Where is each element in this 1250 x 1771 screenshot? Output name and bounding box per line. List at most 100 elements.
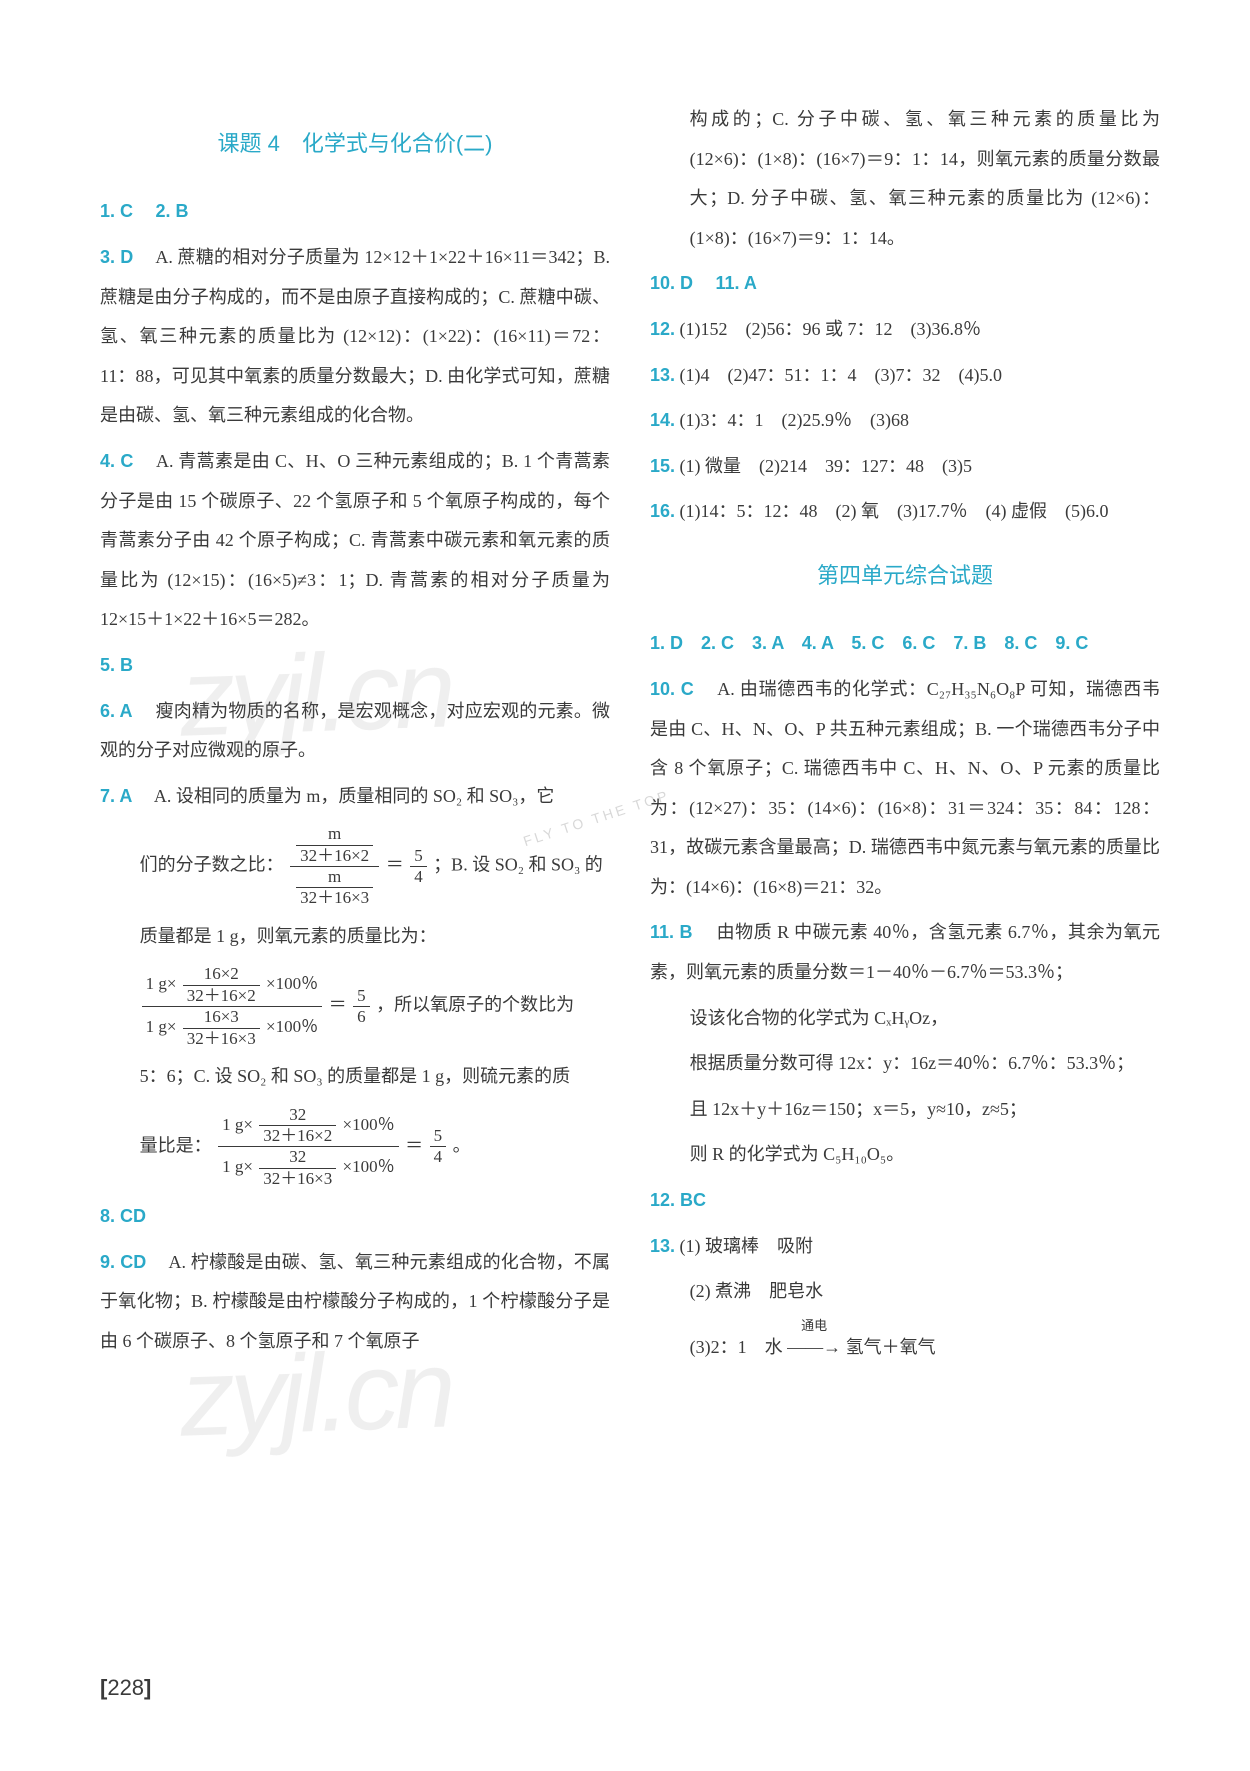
q13b-3-suffix: 氢气＋氧气 <box>846 1337 936 1357</box>
q11b-num: 11. B <box>650 922 693 942</box>
r1n: 5 <box>410 846 427 867</box>
q4-body: A. 青蒿素是由 C、H、O 三种元素组成的；B. 1 个青蒿素分子是由 15 … <box>100 451 610 629</box>
q7-frac1-res: 5 4 <box>410 846 427 888</box>
f2bd: 32＋16×3 <box>183 1029 260 1049</box>
q15: 15. (1) 微量 (2)214 39：127：48 (3)5 <box>650 447 1160 487</box>
eq3: ＝ <box>405 1135 423 1155</box>
q1-q2: 1. C 2. B <box>100 192 610 232</box>
q7-frac2-res: 5 6 <box>353 986 370 1028</box>
q15-b: (1) 微量 (2)214 39：127：48 (3)5 <box>680 456 972 476</box>
q1: 1. C <box>100 201 133 221</box>
q14-b: (1)3：4：1 (2)25.9％ (3)68 <box>680 410 909 430</box>
q13b-1: (1) 玻璃棒 吸附 <box>680 1236 814 1256</box>
q10-11: 10. D 11. A <box>650 264 1160 304</box>
q7-math2: 1 g× 16×232＋16×2 ×100％ 1 g× 16×332＋16×3 … <box>140 964 610 1049</box>
r3n: 5 <box>430 1126 447 1147</box>
q11b-l2: 设该化合物的化学式为 CₓHᵧOz， <box>650 999 1160 1039</box>
q2: 2. B <box>156 201 189 221</box>
f2l1: 1 g× <box>146 974 177 993</box>
q7-math3: 量比是： 1 g× 3232＋16×2 ×100％ 1 g× 3232＋16×3… <box>140 1105 610 1190</box>
q11b-l3: 根据质量分数可得 12x：y：16z＝40％：6.7％：53.3％； <box>650 1044 1160 1084</box>
right-column: 构成的；C. 分子中碳、氢、氧三种元素的质量比为 (12×6)：(1×8)：(1… <box>650 100 1160 1373</box>
f3bd: 32＋16×3 <box>259 1169 336 1189</box>
q15-n: 15. <box>650 456 675 476</box>
q7-line2: 质量都是 1 g，则氧元素的质量比为： <box>100 917 610 957</box>
q14: 14. (1)3：4：1 (2)25.9％ (3)68 <box>650 401 1160 441</box>
f3l2: 1 g× <box>222 1157 253 1176</box>
q13b-num: 13. <box>650 1236 675 1256</box>
row1: 1. D 2. C 3. A 4. A 5. C 6. C 7. B 8. C … <box>650 624 1160 664</box>
f2bn: 16×3 <box>183 1007 260 1028</box>
f1d2: 32＋16×3 <box>296 888 373 908</box>
q13-b: (1)4 (2)47：51：1：4 (3)7：32 (4)5.0 <box>680 365 1002 385</box>
q12b: 12. BC <box>650 1181 1160 1221</box>
q10: 10. D <box>650 273 693 293</box>
f3bn: 32 <box>259 1147 336 1168</box>
q7-num: 7. A <box>100 786 132 806</box>
q12: 12. (1)152 (2)56：96 或 7：12 (3)36.8％ <box>650 310 1160 350</box>
q16-b: (1)14：5：12：48 (2) 氧 (3)17.7％ (4) 虚假 (5)6… <box>680 501 1109 521</box>
section-title-1: 课题 4 化学式与化合价(二) <box>100 120 610 168</box>
q12-b: (1)152 (2)56：96 或 7：12 (3)36.8％ <box>680 319 981 339</box>
q11b-l5: 则 R 的化学式为 C₅H₁₀O₅。 <box>650 1135 1160 1175</box>
q9-cont: 构成的；C. 分子中碳、氢、氧三种元素的质量比为 (12×6)：(1×8)：(1… <box>650 100 1160 258</box>
q9-num: 9. CD <box>100 1252 146 1272</box>
row1-text: 1. D 2. C 3. A 4. A 5. C 6. C 7. B 8. C … <box>650 633 1088 653</box>
f1n: m <box>296 824 373 845</box>
q6-num: 6. A <box>100 701 133 721</box>
q8: 8. CD <box>100 1197 610 1237</box>
f3r1: ×100％ <box>343 1114 395 1133</box>
q3-body: A. 蔗糖的相对分子质量为 12×12＋1×22＋16×11＝342；B. 蔗糖… <box>100 247 610 425</box>
q7-frac2-outer: 1 g× 16×232＋16×2 ×100％ 1 g× 16×332＋16×3 … <box>142 964 323 1049</box>
q13b: 13. (1) 玻璃棒 吸附 <box>650 1227 1160 1267</box>
f2r1: ×100％ <box>266 974 318 993</box>
f2l2: 1 g× <box>146 1017 177 1036</box>
q11b-l1: 由物质 R 中碳元素 40％，含氢元素 6.7％，其余为氧元素，则氧元素的质量分… <box>650 922 1160 982</box>
q7: 7. A A. 设相同的质量为 m，质量相同的 SO₂ 和 SO₃，它 <box>100 777 610 817</box>
arrow-electrolysis: ——→ <box>787 1318 841 1368</box>
q14-n: 14. <box>650 410 675 430</box>
q7-frac3-res: 5 4 <box>430 1126 447 1168</box>
q3-num: 3. D <box>100 247 133 267</box>
q5: 5. B <box>100 646 610 686</box>
q9-body: A. 柠檬酸是由碳、氢、氧三种元素组成的化合物，不属于氧化物；B. 柠檬酸是由柠… <box>100 1252 610 1351</box>
q10b: 10. C A. 由瑞德西韦的化学式：C₂₇H₃₅N₆O₈P 可知，瑞德西韦是由… <box>650 670 1160 908</box>
q16-n: 16. <box>650 501 675 521</box>
q7-m2-suffix: ，所以氧原子的个数比为 <box>376 995 574 1015</box>
r2n: 5 <box>353 986 370 1007</box>
q7-intro: A. 设相同的质量为 m，质量相同的 SO₂ 和 SO₃，它 <box>154 786 555 806</box>
q13b-3-prefix: (3)2：1 水 <box>690 1337 783 1357</box>
q10b-num: 10. C <box>650 679 694 699</box>
left-column: 课题 4 化学式与化合价(二) 1. C 2. B 3. D A. 蔗糖的相对分… <box>100 100 610 1373</box>
page-number: [228] <box>100 1675 151 1701</box>
q7-m1-suffix: ；B. 设 SO₂ 和 SO₃ 的 <box>433 855 603 875</box>
q7-m3-suffix: 。 <box>453 1135 471 1155</box>
q4: 4. C A. 青蒿素是由 C、H、O 三种元素组成的；B. 1 个青蒿素分子是… <box>100 442 610 640</box>
q13b-3: (3)2：1 水 ——→ 氢气＋氧气 <box>650 1318 1160 1368</box>
q12-n: 12. <box>650 319 675 339</box>
q12b-num: 12. BC <box>650 1190 706 1210</box>
q5-num: 5. B <box>100 655 133 675</box>
q13-n: 13. <box>650 365 675 385</box>
f1d1: 32＋16×2 <box>296 846 373 866</box>
f3r2: ×100％ <box>343 1157 395 1176</box>
section-title-2: 第四单元综合试题 <box>650 552 1160 600</box>
f3l1: 1 g× <box>222 1114 253 1133</box>
q7-m3-prefix: 量比是： <box>140 1135 212 1155</box>
q10b-body: A. 由瑞德西韦的化学式：C₂₇H₃₅N₆O₈P 可知，瑞德西韦是由 C、H、N… <box>650 679 1160 897</box>
q13b-2: (2) 煮沸 肥皂水 <box>650 1272 1160 1312</box>
q16: 16. (1)14：5：12：48 (2) 氧 (3)17.7％ (4) 虚假 … <box>650 492 1160 532</box>
f3td: 32＋16×2 <box>259 1126 336 1146</box>
q4-num: 4. C <box>100 451 133 471</box>
q13: 13. (1)4 (2)47：51：1：4 (3)7：32 (4)5.0 <box>650 356 1160 396</box>
page-num-val: 228 <box>107 1675 144 1700</box>
q6: 6. A 瘦肉精为物质的名称，是宏观概念，对应宏观的元素。微观的分子对应微观的原… <box>100 692 610 771</box>
f3tn: 32 <box>259 1105 336 1126</box>
f2r2: ×100％ <box>266 1017 318 1036</box>
eq1: ＝ <box>386 855 404 875</box>
q7-frac3-outer: 1 g× 3232＋16×2 ×100％ 1 g× 3232＋16×3 ×100… <box>218 1105 399 1190</box>
q11b-l4: 且 12x＋y＋16z＝150；x＝5，y≈10，z≈5； <box>650 1090 1160 1130</box>
q6-body: 瘦肉精为物质的名称，是宏观概念，对应宏观的元素。微观的分子对应微观的原子。 <box>100 701 610 761</box>
q11: 11. A <box>716 273 757 293</box>
q9: 9. CD A. 柠檬酸是由碳、氢、氧三种元素组成的化合物，不属于氧化物；B. … <box>100 1243 610 1362</box>
